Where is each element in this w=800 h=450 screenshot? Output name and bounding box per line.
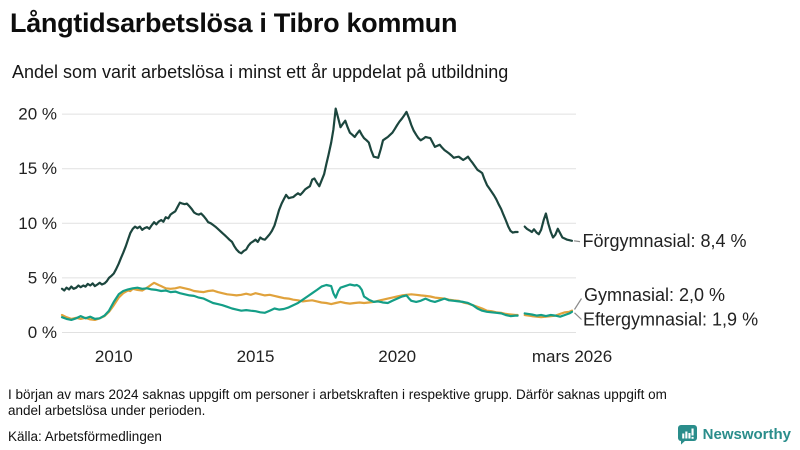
label-connector-forgymnasial	[573, 240, 581, 243]
newsworthy-bubble-chart-icon	[677, 424, 698, 445]
series-line-eftergymnasial	[60, 283, 519, 321]
newsworthy-wordmark: Newsworthy	[702, 426, 791, 443]
label-connector-gymnasial	[573, 298, 583, 310]
y-tick-label: 5 %	[28, 268, 57, 287]
y-tick-label: 10 %	[18, 214, 57, 233]
source-credit: Källa: Arbetsförmedlingen	[8, 429, 162, 444]
x-tick-label: 2015	[237, 347, 275, 366]
x-tick-label: 2020	[378, 347, 416, 366]
series-line-eftergymnasial	[523, 310, 574, 318]
y-tick-label: 0 %	[28, 323, 57, 342]
series-line-forgymnasial	[523, 212, 574, 242]
label-connector-eftergymnasial	[574, 312, 582, 320]
series-line-gymnasial	[60, 281, 519, 321]
series-line-forgymnasial	[60, 107, 519, 292]
page-subtitle: Andel som varit arbetslösa i minst ett å…	[12, 62, 509, 82]
y-tick-label: 15 %	[18, 159, 57, 178]
page-title: Långtidsarbetslösa i Tibro kommun	[10, 8, 458, 38]
newsworthy-logo: Newsworthy	[677, 424, 791, 445]
x-tick-label: 2010	[95, 347, 133, 366]
y-tick-label: 20 %	[18, 105, 57, 124]
series-end-label-eftergymnasial: Eftergymnasial: 1,9 %	[583, 310, 758, 330]
footnote-line-2: andel arbetslösa under perioden.	[8, 403, 206, 418]
series-end-label-forgymnasial: Förgymnasial: 8,4 %	[583, 231, 747, 251]
x-tick-label: mars 2026	[532, 347, 612, 366]
series-end-label-gymnasial: Gymnasial: 2,0 %	[584, 285, 725, 305]
footnote-line-1: I början av mars 2024 saknas uppgift om …	[8, 387, 667, 402]
